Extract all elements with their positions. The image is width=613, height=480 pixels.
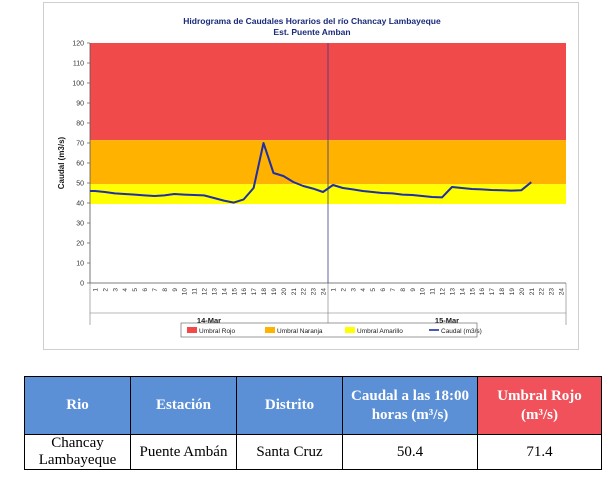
y-tick-label-8: 80 (76, 121, 84, 128)
legend-box (180, 322, 478, 338)
table-row: Chancay Lambayeque Puente Ambán Santa Cr… (24, 434, 602, 470)
cell-distrito: Santa Cruz (236, 434, 343, 470)
x-tick-label-6: 7 (152, 288, 159, 292)
x-tick-label-23: 24 (321, 288, 328, 296)
x-tick-label-21: 22 (301, 288, 308, 296)
x-tick-label-8: 9 (172, 288, 179, 292)
header-umbral-rojo: Umbral Rojo (m³/s) (477, 376, 602, 435)
x-tick-label-29: 6 (380, 288, 387, 292)
y-tick-label-2: 20 (76, 241, 84, 248)
cell-rio: Chancay Lambayeque (24, 434, 131, 470)
x-tick-label-27: 4 (360, 288, 367, 292)
chart-legend: Umbral Rojo Umbral Naranja Umbral Amarillo… (180, 322, 482, 338)
cell-caudal: 50.4 (342, 434, 478, 470)
legend-label-3: Caudal (m3/s) (441, 328, 482, 335)
y-tick-label-1: 10 (76, 261, 84, 268)
chart-subtitle: Est. Puente Amban (273, 27, 350, 37)
y-tick-label-6: 60 (76, 161, 84, 168)
x-tick-label-38: 15 (469, 288, 476, 296)
x-tick-label-26: 3 (350, 288, 357, 292)
x-tick-label-47: 24 (559, 288, 566, 296)
y-tick-label-11: 110 (73, 61, 84, 68)
x-tick-label-10: 11 (192, 288, 199, 295)
x-tick-label-20: 21 (291, 288, 298, 296)
series-line-0 (90, 142, 532, 204)
y-tick-label-12: 120 (72, 41, 84, 48)
series-layer (90, 142, 532, 204)
header-caudal: Caudal a las 18:00 horas (m³/s) (342, 376, 478, 435)
legend-label-0: Umbral Rojo (199, 328, 236, 335)
x-tick-label-2: 3 (112, 288, 119, 292)
x-tick-label-12: 13 (211, 288, 218, 296)
cell-umbral-rojo: 71.4 (477, 434, 602, 470)
x-tick-label-39: 16 (479, 288, 486, 296)
x-tick-label-37: 14 (459, 288, 466, 296)
x-axis: 1 2 3 4 5 6 7 8 9 10 11 12 13 14 15 16 17 18 19 20 21 22 23 24 1… (89, 282, 567, 325)
x-tick-label-7: 8 (162, 288, 169, 292)
x-tick-label-22: 23 (311, 288, 318, 296)
y-tick-label-3: 30 (76, 221, 84, 228)
legend-swatch-1 (265, 327, 275, 333)
legend-label-2: Umbral Amarillo (357, 328, 403, 335)
y-tick-label-9: 90 (76, 101, 84, 108)
x-tick-label-25: 2 (340, 288, 347, 292)
chart-title: Hidrograma de Caudales Horarios del río … (183, 16, 441, 26)
x-tick-label-18: 19 (271, 288, 278, 296)
x-tick-label-5: 6 (142, 288, 149, 292)
x-tick-label-14: 15 (231, 288, 238, 296)
x-tick-label-46: 23 (549, 288, 556, 296)
data-table: Rio Estación Distrito Caudal a las 18:00… (24, 376, 602, 470)
x-tick-label-40: 17 (489, 288, 496, 296)
day-label-0: 14-Mar (197, 316, 221, 325)
y-tick-label-4: 40 (76, 201, 84, 208)
x-tick-label-44: 21 (529, 288, 536, 296)
x-tick-label-45: 22 (539, 288, 546, 296)
x-tick-label-16: 17 (251, 288, 258, 296)
threshold-bands (90, 43, 566, 283)
x-tick-label-34: 11 (430, 288, 437, 295)
x-tick-label-13: 14 (221, 288, 228, 296)
hydrograph-chart: 0 10 20 30 40 50 60 70 80 90 100 110 120 1 2 3 4 5 6 7 8 9 10… (43, 2, 579, 350)
day-label-1: 15-Mar (435, 316, 459, 325)
x-tick-label-17: 18 (261, 288, 268, 296)
y-tick-label-10: 100 (72, 81, 84, 88)
y-tick-label-7: 70 (76, 141, 84, 148)
y-tick-label-0: 0 (80, 281, 84, 288)
x-tick-label-31: 8 (400, 288, 407, 292)
legend-swatch-2 (345, 327, 355, 333)
x-tick-label-41: 18 (499, 288, 506, 296)
x-tick-label-32: 9 (410, 288, 417, 292)
x-tick-label-43: 20 (519, 288, 526, 296)
x-tick-label-11: 12 (202, 288, 209, 296)
legend-swatch-0 (187, 327, 197, 333)
header-estacion: Estación (130, 376, 237, 435)
header-caudal-text: Caudal a las 18:00 horas (m³/s) (351, 387, 469, 423)
x-tick-label-1: 2 (102, 288, 109, 292)
header-distrito: Distrito (236, 376, 343, 435)
table-header-row: Rio Estación Distrito Caudal a las 18:00… (24, 376, 602, 435)
y-axis: 0 10 20 30 40 50 60 70 80 90 100 110 120 (72, 41, 91, 288)
y-axis-label: Caudal (m3/s) (57, 136, 66, 189)
header-umbral-text: Umbral Rojo (m³/s) (497, 387, 582, 423)
x-tick-label-9: 10 (182, 288, 189, 296)
x-tick-label-42: 19 (509, 288, 516, 296)
legend-label-1: Umbral Naranja (277, 328, 323, 335)
x-tick-label-15: 16 (241, 288, 248, 296)
header-rio: Rio (24, 376, 131, 435)
x-tick-label-35: 12 (440, 288, 447, 296)
x-tick-label-28: 5 (370, 288, 377, 292)
x-tick-label-0: 1 (92, 288, 99, 292)
x-tick-label-33: 10 (420, 288, 427, 296)
x-tick-label-19: 20 (281, 288, 288, 296)
x-tick-label-24: 1 (330, 288, 337, 292)
cell-estacion: Puente Ambán (130, 434, 237, 470)
y-tick-label-5: 50 (76, 181, 84, 188)
x-tick-label-30: 7 (390, 288, 397, 292)
x-tick-label-4: 5 (132, 288, 139, 292)
x-tick-label-3: 4 (122, 288, 129, 292)
x-tick-label-36: 13 (449, 288, 456, 296)
